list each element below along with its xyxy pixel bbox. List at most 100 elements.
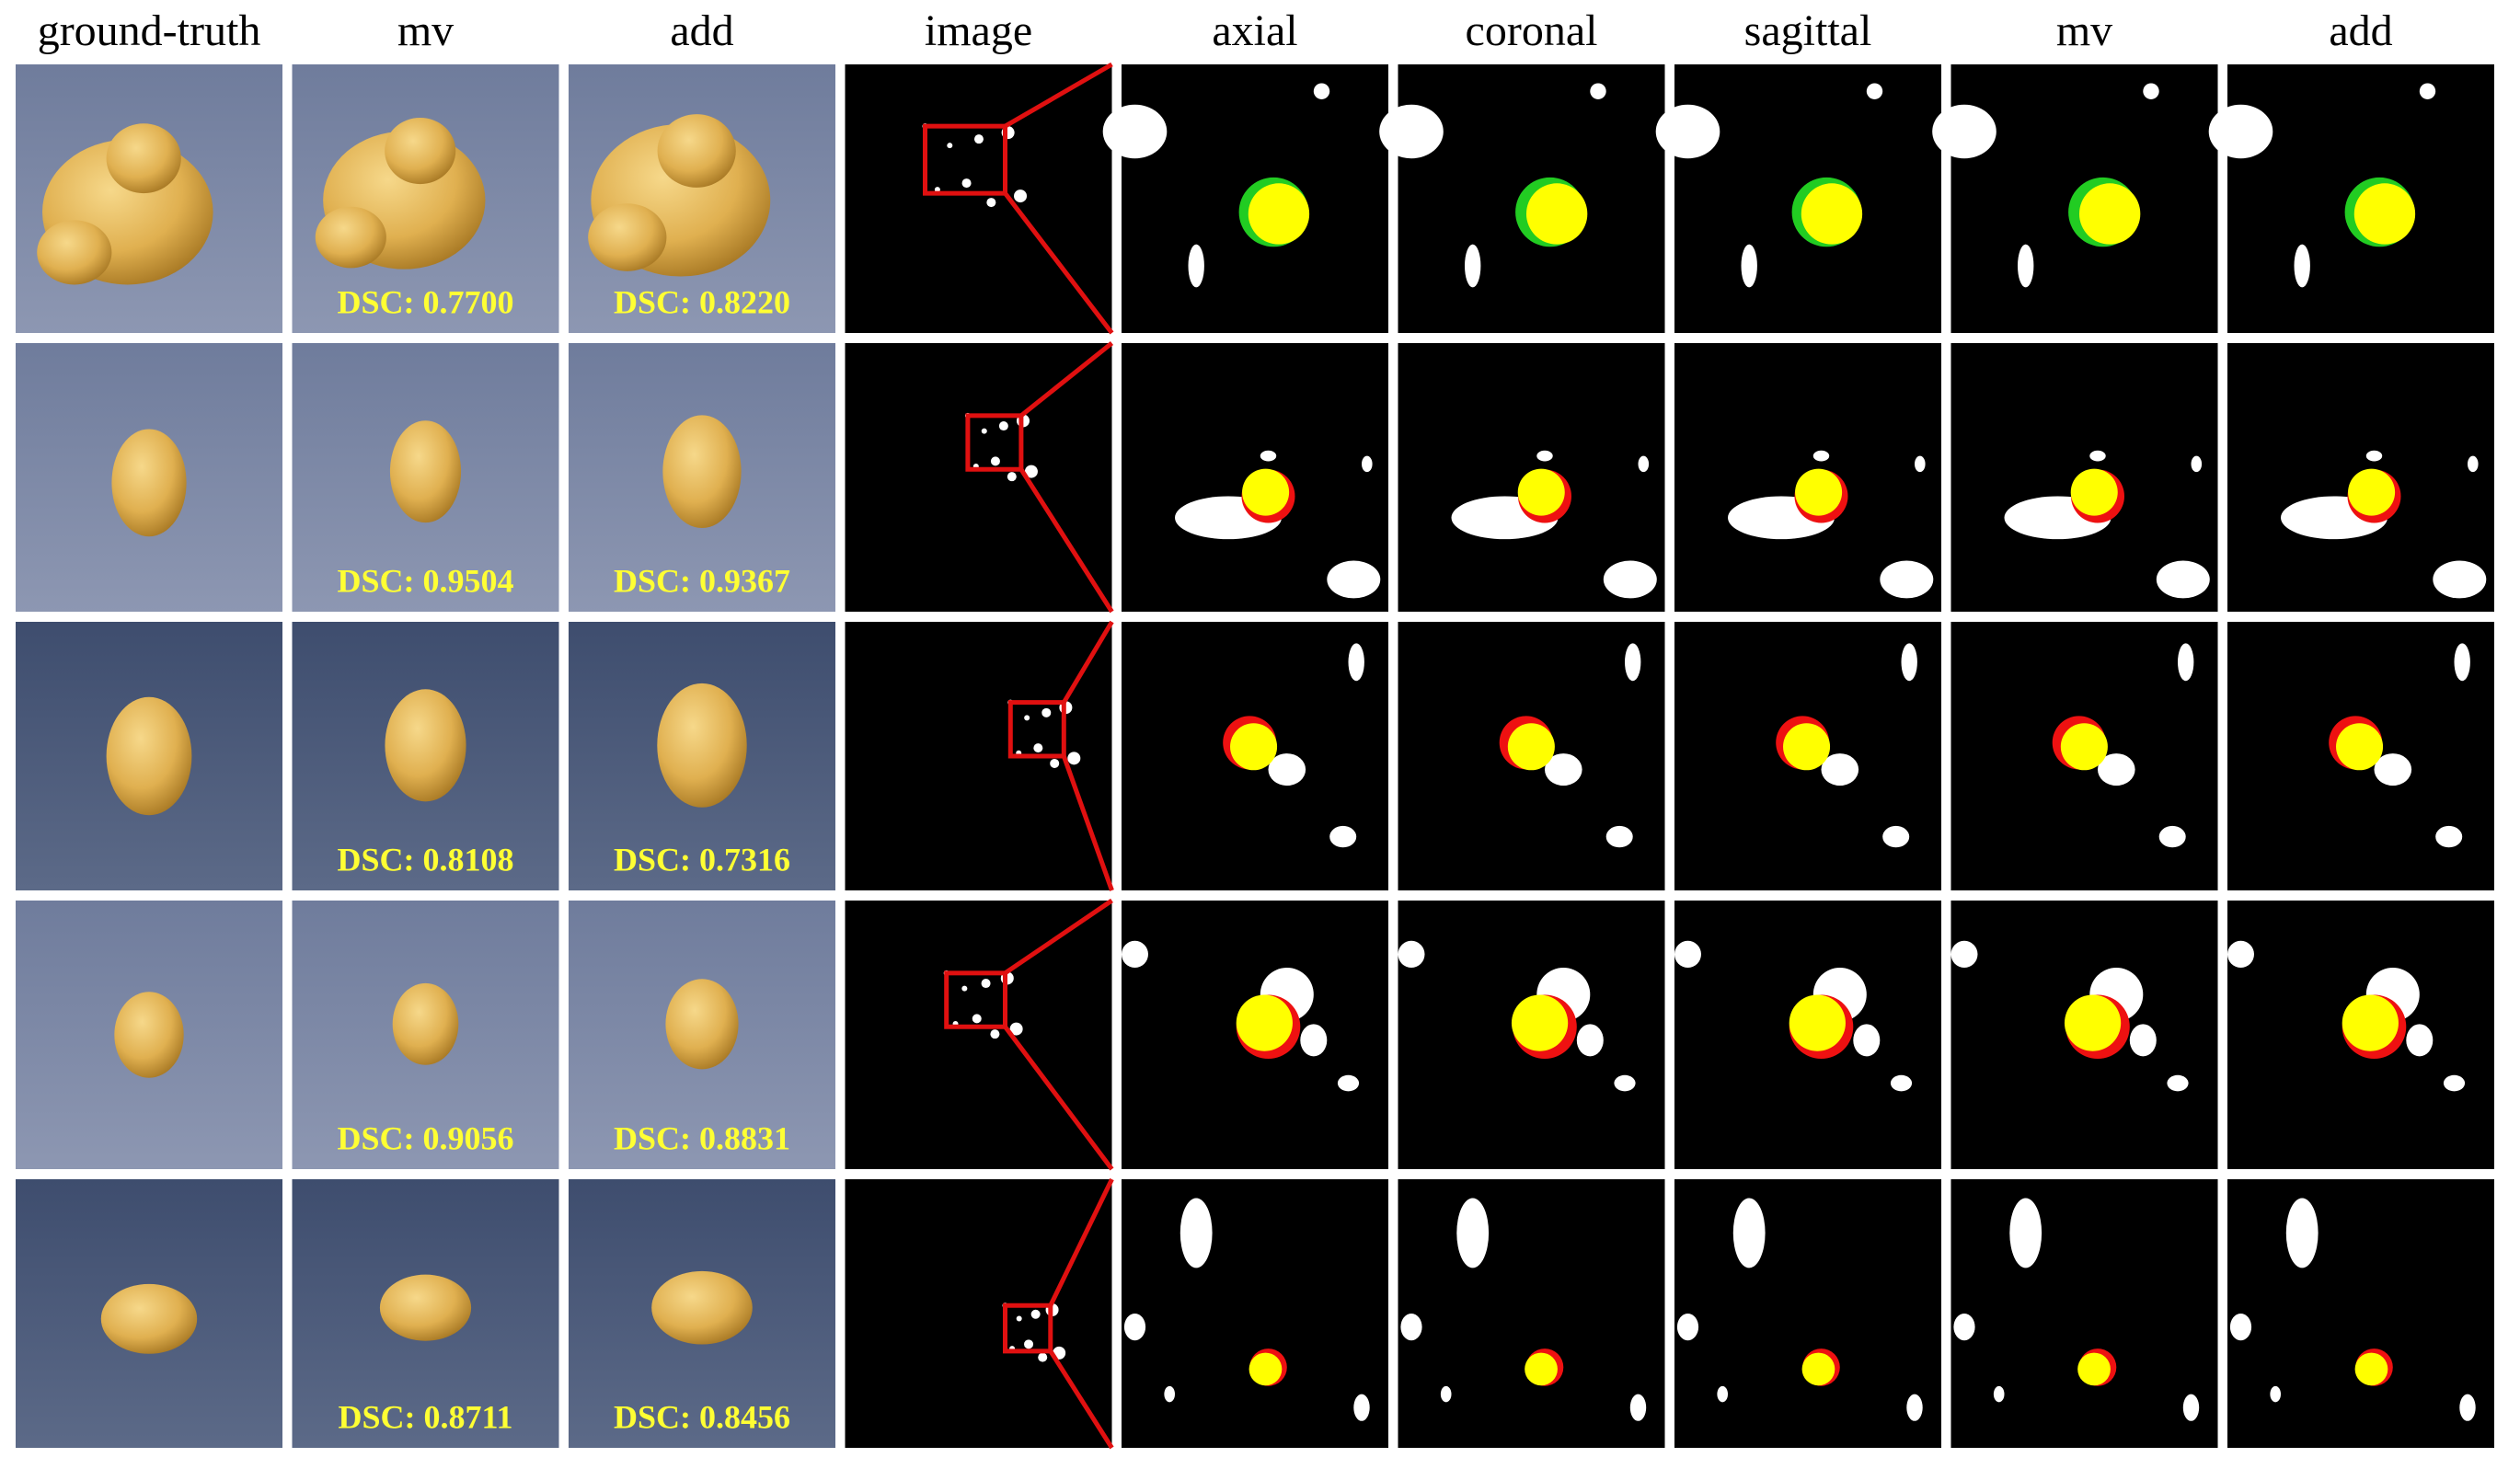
zoom-line xyxy=(1018,467,1114,614)
nodule-render xyxy=(389,420,462,523)
tissue xyxy=(1625,643,1641,682)
tissue xyxy=(2167,1074,2189,1092)
nodule-render xyxy=(37,220,112,285)
tissue xyxy=(1906,1394,1923,1421)
tissue xyxy=(1821,753,1859,786)
tissue xyxy=(1337,1074,1360,1092)
dsc-label: DSC: 0.8220 xyxy=(614,283,790,320)
ct-dot xyxy=(1007,472,1017,482)
ct-dot xyxy=(1014,189,1028,203)
ct-dot xyxy=(1030,1309,1041,1319)
ct-dot xyxy=(1038,1352,1048,1362)
zoom-line xyxy=(1003,191,1114,335)
ct-dot xyxy=(998,421,1008,431)
tissue xyxy=(2156,560,2210,599)
tissue xyxy=(1300,1024,1328,1057)
tissue xyxy=(1901,643,1917,682)
tissue xyxy=(1882,825,1910,848)
tissue xyxy=(2435,825,2463,848)
ct-dot xyxy=(990,456,1000,466)
tissue xyxy=(1545,753,1582,786)
tissue xyxy=(1400,1314,1422,1341)
nodule-render xyxy=(657,114,736,188)
lesion-overlap xyxy=(1789,994,1846,1051)
lesion-overlap xyxy=(1783,723,1831,771)
ct-dot xyxy=(1041,707,1052,717)
ct-dot xyxy=(990,1029,1000,1039)
dsc-label: DSC: 0.8831 xyxy=(614,1119,790,1156)
tissue xyxy=(1379,104,1444,159)
zoom-line xyxy=(1048,1349,1114,1450)
nodule-render xyxy=(662,415,742,529)
tissue xyxy=(1268,753,1306,786)
seg-panel xyxy=(2227,1179,2494,1448)
lesion-overlap xyxy=(1801,183,1863,245)
lesion-overlap xyxy=(2342,994,2399,1051)
tissue xyxy=(2208,104,2273,159)
tissue xyxy=(2433,560,2487,599)
ct-dot xyxy=(961,985,968,992)
ct-dot xyxy=(986,198,996,208)
tissue xyxy=(1605,825,1633,848)
tissue xyxy=(2098,753,2135,786)
lesion-overlap xyxy=(2336,723,2384,771)
tissue xyxy=(2089,450,2106,462)
lesion-overlap xyxy=(2070,468,2118,516)
ct-dot xyxy=(1033,743,1043,753)
lesion-overlap xyxy=(1248,1352,1283,1386)
lesion-overlap xyxy=(2348,468,2396,516)
tissue xyxy=(1179,1198,1213,1268)
lesion-overlap xyxy=(1795,468,1843,516)
tissue xyxy=(1812,450,1830,462)
tissue xyxy=(1465,244,1481,288)
dsc-label: DSC: 0.8108 xyxy=(337,841,513,878)
tissue xyxy=(1915,455,1926,473)
tissue xyxy=(2270,1385,2281,1403)
tissue xyxy=(1629,1394,1647,1421)
ct-dot xyxy=(981,979,991,989)
zoom-line xyxy=(1003,1025,1114,1171)
tissue xyxy=(1880,560,1934,599)
tissue xyxy=(2459,1394,2476,1421)
zoom-box xyxy=(944,970,1007,1029)
tissue xyxy=(1440,1385,1452,1403)
zoom-box xyxy=(1007,700,1066,759)
tissue xyxy=(1576,1024,1604,1057)
column-header: sagittal xyxy=(1744,6,1872,55)
tissue xyxy=(1590,83,1606,99)
lesion-overlap xyxy=(1525,183,1588,245)
ct-dot xyxy=(1016,1315,1022,1322)
nodule-render xyxy=(315,206,386,269)
tissue xyxy=(1890,1074,1913,1092)
column-header: ground-truth xyxy=(38,6,261,55)
lesion-overlap xyxy=(1511,994,1569,1051)
ct-dot xyxy=(1009,1022,1023,1036)
tissue xyxy=(1122,940,1148,968)
column-header: add xyxy=(670,6,733,55)
nodule-render xyxy=(379,1274,472,1341)
tissue xyxy=(1732,1198,1766,1268)
tissue xyxy=(2454,643,2470,682)
nodule-render xyxy=(588,203,667,271)
lesion-overlap xyxy=(1517,468,1565,516)
tissue xyxy=(2229,1314,2252,1341)
ct-dot xyxy=(1024,1339,1034,1349)
tissue xyxy=(1329,825,1357,848)
ct-panel xyxy=(845,1179,1112,1448)
zoom-line xyxy=(1048,1177,1114,1307)
tissue xyxy=(1164,1385,1175,1403)
tissue xyxy=(1676,1314,1699,1341)
tissue xyxy=(1327,560,1381,599)
dsc-label: DSC: 0.7700 xyxy=(337,283,513,320)
ct-panel xyxy=(845,343,1112,612)
dsc-label: DSC: 0.9367 xyxy=(614,562,790,599)
lesion-overlap xyxy=(1801,1352,1835,1386)
seg-panel xyxy=(1674,1179,1941,1448)
tissue xyxy=(2129,1024,2157,1057)
nodule-render xyxy=(392,982,459,1065)
tissue xyxy=(2018,244,2034,288)
ct-dot xyxy=(981,428,987,434)
tissue xyxy=(2191,455,2203,473)
tissue xyxy=(1993,1385,2005,1403)
